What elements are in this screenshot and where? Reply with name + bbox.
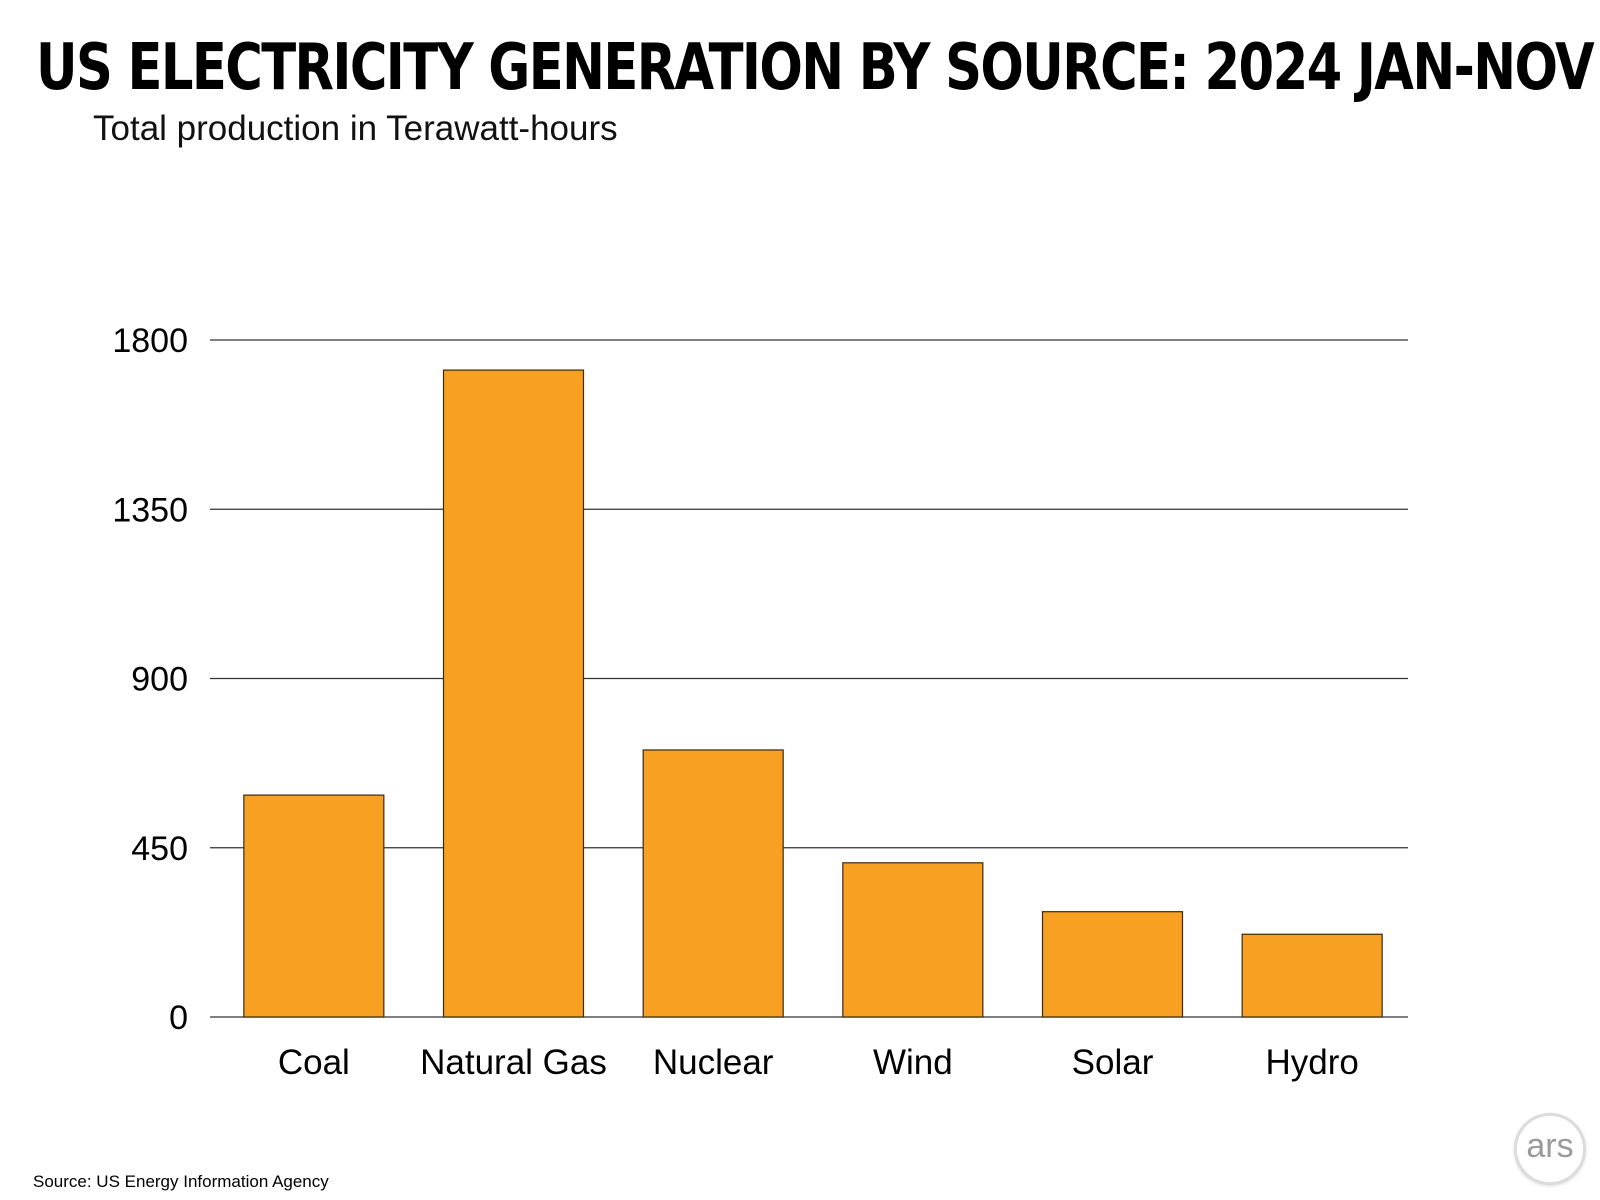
bar-hydro: [1241, 933, 1383, 1018]
x-label-hydro: Hydro: [1265, 1043, 1358, 1082]
gridlines: [210, 339, 1408, 1018]
bars: [243, 369, 1383, 1018]
y-axis-ticks: 0 450 900 1350 1800: [112, 322, 188, 1037]
chart-subtitle: Total production in Terawatt-hours: [93, 109, 618, 148]
y-tick-label-1800: 1800: [112, 322, 188, 360]
chart-title: US Electricity Generation by Source: 202…: [36, 31, 1595, 105]
x-label-coal: Coal: [278, 1043, 350, 1082]
y-tick-label-450: 450: [131, 830, 188, 868]
y-tick-label-0: 0: [169, 999, 188, 1037]
bar-wind: [842, 862, 984, 1018]
y-tick-label-1350: 1350: [112, 491, 188, 529]
bar-natural-gas: [442, 369, 585, 1018]
y-tick-label-900: 900: [131, 661, 188, 699]
bar-solar: [1041, 911, 1184, 1018]
x-label-wind: Wind: [873, 1043, 953, 1082]
bar-nuclear: [642, 749, 784, 1018]
x-label-natural-gas: Natural Gas: [420, 1043, 607, 1082]
ars-logo: ars: [1514, 1113, 1586, 1185]
x-axis-labels: Coal Natural Gas Nuclear Wind Solar Hydro: [278, 1043, 1359, 1082]
ars-logo-text: ars: [1526, 1127, 1574, 1165]
bar-coal: [243, 794, 385, 1018]
x-label-solar: Solar: [1072, 1043, 1154, 1082]
source-note: Source: US Energy Information Agency: [33, 1172, 329, 1191]
x-label-nuclear: Nuclear: [653, 1043, 774, 1082]
